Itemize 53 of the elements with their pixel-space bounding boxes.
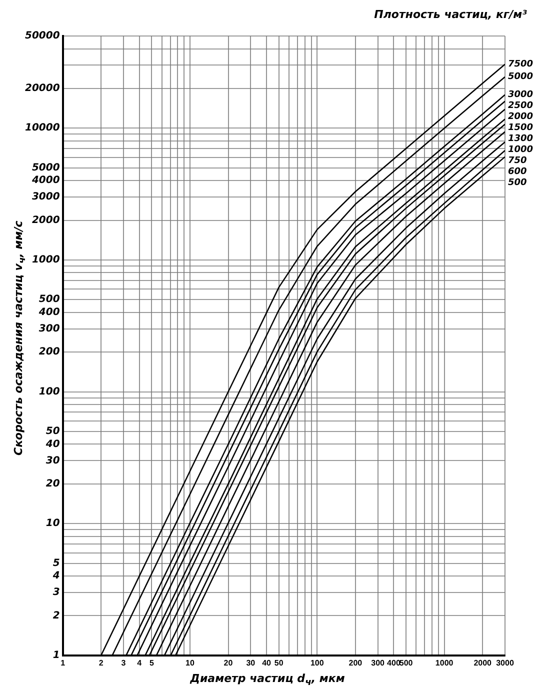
series-label: 750 <box>508 156 527 166</box>
y-tick-label: 300 <box>38 323 60 334</box>
series-label: 1300 <box>508 134 534 144</box>
y-tick-label: 100 <box>38 386 60 398</box>
x-tick-label: 5 <box>149 658 154 668</box>
y-tick-label: 3 <box>52 587 60 598</box>
y-tick-label: 20 <box>46 478 60 490</box>
x-tick-label: 1000 <box>435 658 454 668</box>
x-tick-label: 20 <box>224 658 234 668</box>
series-label: 2500 <box>508 101 534 112</box>
y-tick-label: 2000 <box>32 214 60 226</box>
y-tick-label: 20000 <box>24 83 60 94</box>
x-tick-label: 500 <box>399 658 414 668</box>
x-tick-label: 40 <box>262 658 272 668</box>
y-tick-label: 40 <box>44 438 60 450</box>
x-tick-label: 4 <box>137 658 142 668</box>
x-tick-label: 400 <box>387 658 401 668</box>
legend-title: Плотность частиц, кг/м³ <box>374 8 527 21</box>
x-tick-label: 300 <box>371 658 386 668</box>
y-tick-label: 50 <box>46 426 60 438</box>
x-tick-label: 10 <box>186 658 195 668</box>
x-tick-label: 100 <box>310 658 324 668</box>
y-tick-label: 4 <box>52 570 60 582</box>
y-tick-label: 5000 <box>32 162 60 174</box>
y-tick-label: 500 <box>38 294 60 306</box>
y-tick-label: 4000 <box>30 175 60 186</box>
series-label: 7500 <box>508 60 534 70</box>
y-tick-label: 1000 <box>32 254 60 266</box>
x-tick-label: 30 <box>246 658 256 668</box>
x-tick-label: 2 <box>98 658 104 668</box>
y-tick-label: 3000 <box>32 192 60 203</box>
series-label: 2000 <box>508 112 534 122</box>
y-tick-label: 400 <box>38 307 60 318</box>
y-tick-label: 200 <box>38 346 60 358</box>
x-tick-label: 200 <box>348 658 363 668</box>
x-tick-label: 1 <box>60 658 66 668</box>
y-tick-label: 2 <box>52 610 60 622</box>
series-label: 600 <box>508 167 527 178</box>
text: 500 <box>508 178 527 188</box>
series-label: 5000 <box>508 72 534 82</box>
y-tick-label: 30 <box>46 455 60 466</box>
x-tick-label: 3 <box>121 658 126 668</box>
series-label: 1000 <box>508 145 534 156</box>
x-tick-label: 50 <box>274 658 284 668</box>
series-label: 3000 <box>508 90 534 100</box>
y-tick-label: 10000 <box>24 122 60 134</box>
y-tick-label: 5 <box>52 558 60 569</box>
y-tick-label: 10 <box>46 518 60 530</box>
y-tick-label: 50000 <box>24 30 60 42</box>
series-label: 1500 <box>508 123 534 134</box>
x-axis-title: Диаметр частиц d$_{ч}$, мкм <box>189 672 346 688</box>
x-tick-label: 2000 <box>474 658 492 668</box>
x-tick-label: 3000 <box>496 658 514 668</box>
